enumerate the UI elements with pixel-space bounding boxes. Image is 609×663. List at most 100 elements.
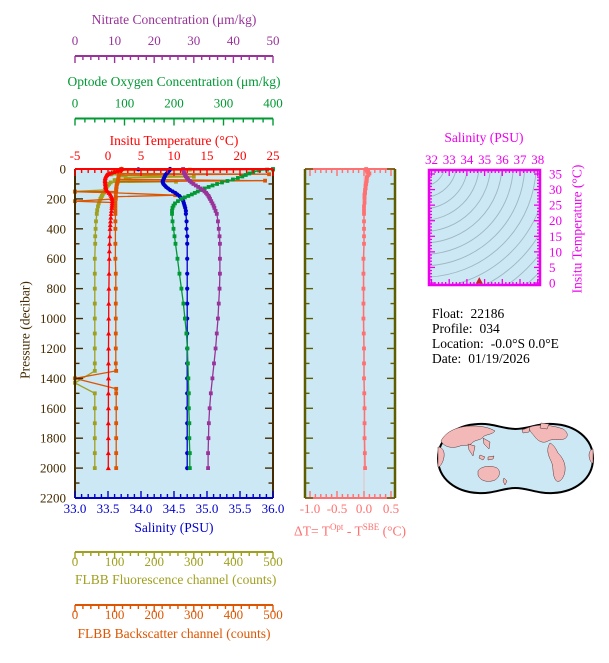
tick-label: 35.0 <box>196 501 219 516</box>
tick-label: 300 <box>214 96 234 111</box>
tick-label: 36 <box>496 152 510 167</box>
ts-salinity-axis-title: Salinity (PSU) <box>444 130 524 145</box>
tick-label: 33.5 <box>97 501 120 516</box>
tick-label: 1600 <box>40 401 66 416</box>
salinity-axis: 33.0 33.5 34.0 34.5 35.0 35.5 36.0 <box>64 491 285 516</box>
tick-label: 32 <box>425 152 438 167</box>
location-label: Location: <box>432 336 484 351</box>
ts-data-point <box>475 277 483 284</box>
tick-label: 500 <box>263 607 283 622</box>
location-value: -0.0°S 0.0°E <box>490 336 559 351</box>
float-info-float: Float: 22186 <box>432 306 559 321</box>
delta-t-title-pre: ΔT= T <box>294 523 330 539</box>
tick-label: 500 <box>263 554 283 569</box>
tick-label: 30 <box>549 182 562 197</box>
tick-label: 35 <box>549 167 562 182</box>
tick-label: 100 <box>105 554 125 569</box>
tick-label: 400 <box>47 221 67 236</box>
delta-t-x-axis-bottom: -1.0 -0.5 0.0 0.5 <box>300 491 399 516</box>
delta-t-title-post: (°C) <box>379 523 406 539</box>
nitrate-axis: 0 10 20 30 40 50 <box>72 33 280 63</box>
oxygen-axis-title: Optode Oxygen Concentration (μm/kg) <box>67 74 281 89</box>
tick-label: 2000 <box>40 461 66 476</box>
tick-label: 10 <box>108 33 121 48</box>
tick-label: 1400 <box>40 371 66 386</box>
tick-label: 1000 <box>40 311 66 326</box>
tick-label: 25 <box>267 148 280 163</box>
float-info-profile: Profile: 034 <box>432 321 559 336</box>
tick-label: 25 <box>549 198 562 213</box>
tick-label: 20 <box>234 148 247 163</box>
tick-label: 0 <box>72 33 79 48</box>
tick-label: 400 <box>263 96 283 111</box>
temperature-axis: -5 0 5 10 15 20 25 <box>70 148 280 176</box>
backscatter-axis: 0 100 200 300 400 500 <box>72 604 283 622</box>
main-plot-background <box>75 169 273 498</box>
delta-t-title-sup-opt: Opt <box>329 522 344 532</box>
world-map <box>436 422 595 495</box>
profile-label: Profile: <box>432 321 473 336</box>
tick-label: 35 <box>478 152 491 167</box>
tick-label: 0 <box>549 276 556 291</box>
tick-label: 34.5 <box>163 501 186 516</box>
delta-t-title-sup-sbe: SBE <box>362 522 380 532</box>
pressure-axis-title: Pressure (decibar) <box>17 281 33 379</box>
tick-label: 10 <box>549 244 562 259</box>
tick-label: 34 <box>460 152 474 167</box>
tick-label: 600 <box>47 251 67 266</box>
tick-label: 40 <box>227 33 240 48</box>
tick-label: 1200 <box>40 341 66 356</box>
tick-label: 50 <box>267 33 280 48</box>
date-label: Date: <box>432 351 462 366</box>
tick-label: 30 <box>187 33 200 48</box>
tick-label: 36.0 <box>262 501 285 516</box>
tick-label: 10 <box>168 148 181 163</box>
pressure-axis: 0 200 400 600 800 1000 1200 1400 1600 1800 2000 220… <box>40 162 274 506</box>
backscatter-axis-title: FLBB Backscatter channel (counts) <box>77 626 271 641</box>
float-info-block: Float: 22186 Profile: 034 Location: -0.0°S … <box>432 306 559 366</box>
oxygen-axis: 0 100 200 300 400 <box>72 96 283 126</box>
float-info-location: Location: -0.0°S 0.0°E <box>432 336 559 351</box>
tick-label: 300 <box>184 554 204 569</box>
tick-label: 5 <box>138 148 145 163</box>
tick-label: 33 <box>443 152 456 167</box>
main-profile-plot <box>73 166 275 471</box>
tick-label: -0.5 <box>327 501 348 516</box>
nitrate-profile-series <box>181 167 222 470</box>
tick-label: 400 <box>224 607 244 622</box>
fluorescence-axis-title: FLBB Fluorescence channel (counts) <box>75 572 277 587</box>
tick-label: 300 <box>184 607 204 622</box>
tick-label: 100 <box>115 96 135 111</box>
float-info-date: Date: 01/19/2026 <box>432 351 559 366</box>
tick-label: 0 <box>60 162 67 177</box>
tick-label: 0 <box>72 554 79 569</box>
delta-t-title-mid: - T <box>343 523 363 539</box>
tick-label: 33.0 <box>64 501 87 516</box>
tick-label: 5 <box>549 260 556 275</box>
tick-label: 34.0 <box>130 501 153 516</box>
tick-label: 1800 <box>40 431 66 446</box>
temperature-axis-title: Insitu Temperature (°C) <box>109 133 239 148</box>
tick-label: 0.0 <box>356 501 372 516</box>
float-label: Float: <box>432 306 464 321</box>
tick-label: 2200 <box>40 491 66 506</box>
tick-label: 38 <box>531 152 544 167</box>
profile-value: 034 <box>479 321 500 336</box>
tick-label: 20 <box>549 213 562 228</box>
tick-label: 0.5 <box>383 501 399 516</box>
tick-label: 400 <box>224 554 244 569</box>
tick-label: 35.5 <box>229 501 252 516</box>
ts-temperature-axis-title: Insitu Temperature (°C) <box>569 164 585 294</box>
fluorescence-axis: 0 100 200 300 400 500 <box>72 551 283 569</box>
delta-t-axis-title: ΔT= TOpt - TSBE (°C) <box>278 520 422 539</box>
tick-label: 200 <box>47 191 67 206</box>
delta-t-profile-series <box>361 167 372 470</box>
tick-label: 15 <box>201 148 214 163</box>
salinity-axis-title: Salinity (PSU) <box>134 520 214 535</box>
delta-t-panel: -1.0 -0.5 0.0 0.5 <box>300 167 399 516</box>
tick-label: -5 <box>70 148 81 163</box>
tick-label: 37 <box>514 152 528 167</box>
